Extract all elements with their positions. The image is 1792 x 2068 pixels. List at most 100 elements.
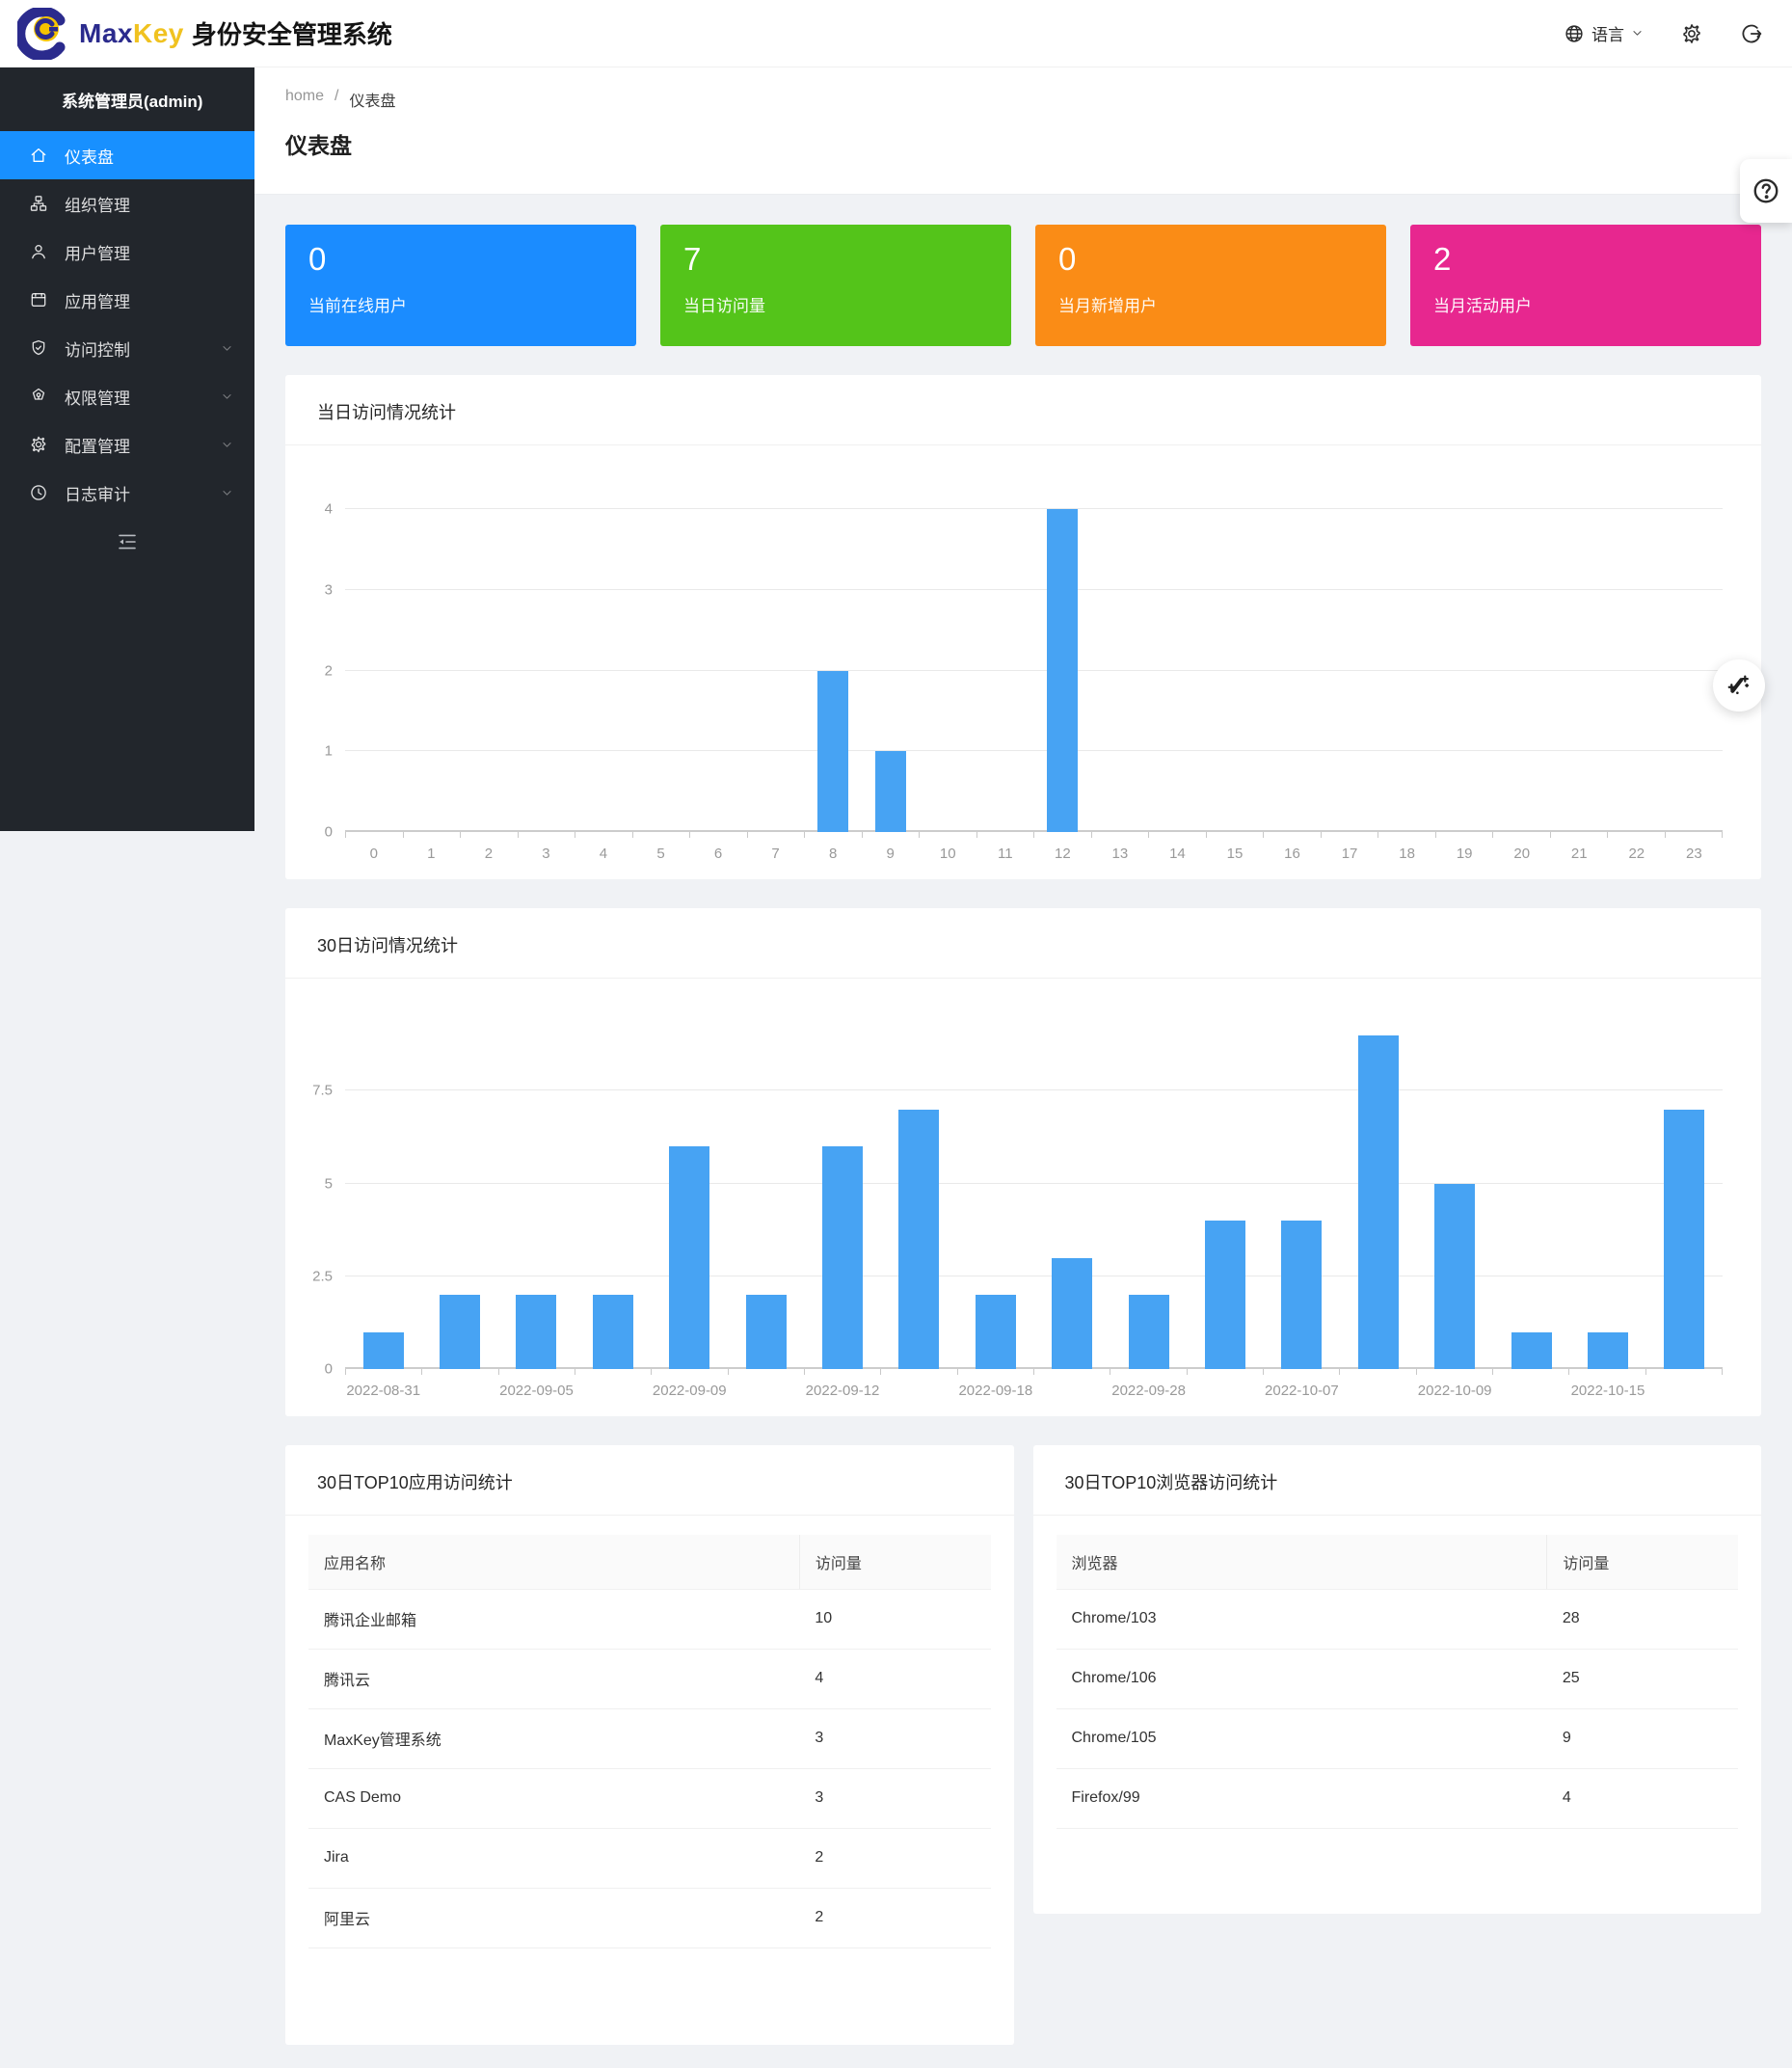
bar-slot — [518, 509, 575, 832]
cell-visits: 3 — [799, 1768, 991, 1829]
sidebar-item-dashboard[interactable]: 仪表盘 — [0, 131, 254, 179]
breadcrumb-home[interactable]: home — [285, 88, 325, 104]
x-axis-tick-label: 16 — [1284, 846, 1300, 862]
chart-bars — [345, 509, 1723, 832]
sidebar-item-users[interactable]: 用户管理 — [0, 228, 254, 276]
theme-wand-button[interactable] — [1713, 659, 1765, 712]
x-axis-tick-label — [575, 1383, 651, 1399]
sidebar-item-applications[interactable]: 应用管理 — [0, 276, 254, 324]
content-header: home / 仪表盘 仪表盘 — [254, 67, 1792, 195]
brand: MaxKey 身份安全管理系统 — [17, 7, 392, 60]
x-axis-tick-label: 23 — [1686, 846, 1702, 862]
sidebar-item-permissions[interactable]: 权限管理 — [0, 372, 254, 420]
x-axis-tick-label: 4 — [599, 846, 608, 862]
sidebar-item-config[interactable]: 配置管理 — [0, 420, 254, 469]
table-body: Chrome/103 28 Chrome/106 25 Chrome/105 9 Firef… — [1056, 1589, 1738, 1829]
x-axis-tick-label — [881, 1383, 957, 1399]
top-apps-table-title: 30日TOP10应用访问统计 — [285, 1445, 1014, 1516]
chart-plot: 0 2.5 5 7.5 — [312, 998, 1723, 1378]
cell-name: MaxKey管理系统 — [308, 1708, 800, 1769]
question-circle-icon — [1752, 176, 1780, 205]
x-axis-tick-label — [1340, 1383, 1416, 1399]
x-axis-tick-label: 2022-09-09 — [652, 1383, 727, 1399]
bar — [1664, 1109, 1705, 1369]
bottom-tables-row: 30日TOP10应用访问统计 应用名称 访问量 腾讯企业邮箱 10 腾讯云 4 MaxKey… — [285, 1445, 1761, 2045]
stat-value: 7 — [683, 241, 702, 277]
sidebar-item-label: 日志审计 — [65, 485, 130, 504]
x-axis-tick — [519, 832, 575, 838]
x-axis-line — [345, 830, 1723, 832]
daily-visits-chart-card: 当日访问情况统计 0 1 2 3 4 0 1 2 3 4 5 6 7 8 9 10 11 12 13 14 15 16 17… — [285, 375, 1761, 879]
stat-value: 0 — [308, 241, 327, 277]
bar — [1511, 1331, 1552, 1369]
x-axis-tick — [345, 832, 404, 838]
bar — [1204, 1221, 1245, 1369]
y-axis-tick-label: 2.5 — [312, 1268, 333, 1285]
top-browsers-table-title: 30日TOP10浏览器访问统计 — [1032, 1445, 1761, 1516]
table-row: Chrome/103 28 — [1056, 1589, 1738, 1650]
x-axis-tick — [1034, 1369, 1111, 1375]
x-axis-tick — [1646, 1369, 1723, 1375]
chart-gridline — [345, 669, 1723, 671]
chart-bars — [345, 998, 1723, 1369]
table-row: Firefox/99 4 — [1056, 1768, 1738, 1829]
sidebar-item-audit[interactable]: 日志审计 — [0, 469, 254, 517]
magic-wand-icon — [1725, 672, 1752, 699]
x-axis-tick — [499, 1369, 575, 1375]
bar — [362, 1331, 404, 1369]
bar-slot — [1187, 998, 1263, 1369]
table-body: 腾讯企业邮箱 10 腾讯云 4 MaxKey管理系统 3 CAS Demo 3 Jira 2 阿里云… — [308, 1589, 991, 1948]
x-axis-tick-label: 21 — [1570, 846, 1588, 862]
x-axis-tick-label: 12 — [1054, 846, 1071, 862]
x-axis-tick-label: 2022-09-05 — [499, 1383, 574, 1399]
menu-fold-button[interactable] — [0, 530, 254, 553]
topbar-actions: 语言 — [1564, 21, 1763, 45]
sidebar-item-label: 权限管理 — [65, 389, 130, 408]
x-axis-tick — [1264, 1369, 1341, 1375]
bar — [1587, 1331, 1628, 1369]
globe-icon — [1564, 23, 1585, 44]
x-axis-tick — [461, 832, 519, 838]
cell-name: Jira — [308, 1828, 800, 1889]
x-axis-tick — [690, 832, 748, 838]
x-axis-tick — [977, 832, 1034, 838]
sidebar-item-organizations[interactable]: 组织管理 — [0, 179, 254, 228]
stat-label: 当月新增用户 — [1058, 296, 1157, 315]
y-axis-tick-label: 5 — [324, 1175, 333, 1192]
cell-visits: 28 — [1546, 1589, 1738, 1650]
x-axis-tick — [1207, 832, 1264, 838]
bar-slot — [689, 509, 747, 832]
logout-icon[interactable] — [1740, 22, 1763, 45]
x-axis-tick-label — [1034, 1383, 1110, 1399]
cell-visits: 10 — [799, 1589, 991, 1650]
y-axis-tick-label: 4 — [324, 500, 333, 518]
bar-slot — [1149, 509, 1207, 832]
monthly-visits-chart-card: 30日访问情况统计 0 2.5 5 7.5 2022-08-31 2022-09-05 20… — [285, 908, 1761, 1416]
breadcrumb: home / 仪表盘 — [285, 67, 1792, 111]
x-axis-tick-label: 1 — [427, 846, 436, 862]
settings-gear-icon[interactable] — [1680, 22, 1703, 45]
cell-name: 阿里云 — [308, 1888, 800, 1948]
column-header: 访问量 — [798, 1535, 991, 1590]
x-axis-tick — [1149, 832, 1207, 838]
bar-slot — [804, 509, 862, 832]
bar — [745, 1295, 787, 1369]
cell-visits: 2 — [799, 1828, 991, 1889]
sidebar-item-access[interactable]: 访问控制 — [0, 324, 254, 372]
help-button[interactable] — [1740, 159, 1792, 223]
bar — [817, 670, 849, 832]
bar-slot — [976, 509, 1034, 832]
x-axis-tick — [422, 1369, 499, 1375]
chevron-down-icon — [221, 390, 233, 403]
x-axis-tick — [1034, 832, 1092, 838]
y-axis-tick-label: 2 — [324, 662, 333, 679]
cell-name: Chrome/103 — [1056, 1589, 1547, 1650]
language-menu[interactable]: 语言 — [1564, 21, 1644, 45]
cell-visits: 4 — [799, 1649, 991, 1709]
table-header: 应用名称 访问量 — [308, 1535, 991, 1590]
x-axis-tick-label: 17 — [1341, 846, 1358, 862]
bar-slot — [1321, 509, 1378, 832]
x-axis-labels: 2022-08-31 2022-09-05 2022-09-09 2022-09-12… — [345, 1383, 1723, 1399]
bar-slot — [957, 998, 1033, 1369]
brand-max: Max — [79, 17, 133, 48]
